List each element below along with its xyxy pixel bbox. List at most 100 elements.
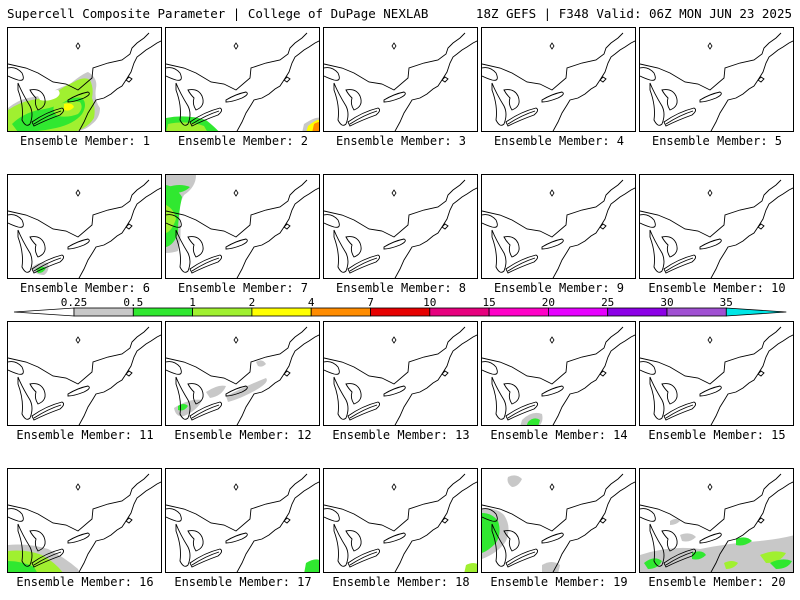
- lake-michigan-outline: [175, 82, 191, 126]
- scp-contour-fill: [168, 185, 190, 193]
- cape-cod-outline: [757, 517, 765, 524]
- coastline: [236, 40, 319, 131]
- lake-erie-inner-outline: [33, 257, 62, 272]
- map-canvas: [640, 473, 793, 572]
- lake-erie-outline: [663, 107, 697, 127]
- scp-contour-fill: [770, 559, 792, 569]
- lake-michigan-outline: [333, 523, 349, 567]
- lake-huron-outline: [345, 383, 362, 405]
- scp-contour-fill: [64, 103, 74, 111]
- us-canada-border: [482, 32, 624, 91]
- coastline: [78, 40, 161, 131]
- scale-left-arrow: [13, 307, 75, 317]
- map-canvas: [166, 32, 319, 131]
- lake-superior-outline: [640, 214, 656, 228]
- station-marker-icon: [549, 189, 555, 197]
- ensemble-member-caption: Ensemble Member: 19: [490, 575, 628, 589]
- cape-cod-outline: [125, 370, 133, 377]
- ensemble-member-map: [323, 321, 478, 426]
- lake-superior-outline: [640, 508, 656, 522]
- lake-ontario-outline: [699, 532, 722, 544]
- ensemble-member-map: [165, 27, 320, 132]
- lake-erie-outline: [31, 548, 65, 568]
- scale-tick-label: 4: [307, 296, 315, 309]
- cape-cod-outline: [441, 370, 449, 377]
- coastline: [78, 481, 161, 572]
- scp-contour-fill: [724, 561, 738, 569]
- map-canvas: [8, 473, 161, 572]
- lake-erie-inner-outline: [507, 257, 536, 272]
- lake-erie-inner-outline: [507, 110, 536, 125]
- lake-ontario-outline: [699, 238, 722, 250]
- lake-michigan-outline: [17, 376, 33, 420]
- map-canvas: [324, 326, 477, 425]
- lake-erie-inner-outline: [33, 404, 62, 419]
- station-marker-icon: [233, 483, 239, 491]
- map-canvas: [482, 473, 635, 572]
- lake-ontario-outline: [699, 91, 722, 103]
- coastline: [236, 334, 319, 425]
- color-scale-bar: [13, 307, 787, 317]
- scp-contour-fill: [312, 122, 319, 131]
- lake-erie-inner-outline: [191, 404, 220, 419]
- ensemble-member-caption: Ensemble Member: 9: [493, 281, 625, 295]
- ensemble-member-caption: Ensemble Member: 2: [177, 134, 309, 148]
- lake-superior-outline: [324, 508, 340, 522]
- coastline: [710, 187, 793, 278]
- coastline: [78, 187, 161, 278]
- ensemble-member-caption: Ensemble Member: 17: [174, 575, 312, 589]
- ensemble-member-map: [481, 174, 636, 279]
- lake-erie-inner-outline: [191, 551, 220, 566]
- coastline: [710, 40, 793, 131]
- coastline: [710, 481, 793, 572]
- map-canvas: [8, 326, 161, 425]
- cape-cod-outline: [599, 517, 607, 524]
- us-canada-border: [166, 326, 308, 385]
- scale-tick-label: 20: [541, 296, 556, 309]
- lake-erie-inner-outline: [349, 257, 378, 272]
- ensemble-member-caption: Ensemble Member: 4: [493, 134, 625, 148]
- scp-contour-fill: [692, 551, 706, 560]
- coastline: [710, 334, 793, 425]
- scp-contour-fill: [526, 418, 540, 425]
- lake-superior-outline: [482, 508, 498, 522]
- scale-tick-label: 10: [423, 296, 437, 309]
- lake-erie-inner-outline: [33, 110, 62, 125]
- scp-contour-fill: [644, 558, 662, 569]
- ensemble-member-map: [7, 27, 162, 132]
- lake-michigan-outline: [491, 376, 507, 420]
- station-marker-icon: [549, 42, 555, 50]
- lake-huron-outline: [661, 236, 678, 258]
- scp-contour-fill: [640, 535, 793, 572]
- lake-superior-outline: [166, 508, 182, 522]
- cape-cod-outline: [125, 517, 133, 524]
- lake-michigan-outline: [333, 376, 349, 420]
- lake-huron-outline: [503, 530, 520, 552]
- lake-huron-outline: [187, 530, 204, 552]
- lake-ontario-outline: [225, 532, 248, 544]
- ensemble-member-caption: Ensemble Member: 3: [335, 134, 467, 148]
- lake-erie-inner-outline: [191, 257, 220, 272]
- lake-huron-outline: [187, 89, 204, 111]
- scale-tick-label: 15: [482, 296, 496, 309]
- map-canvas: [324, 179, 477, 278]
- cape-cod-outline: [125, 76, 133, 83]
- us-canada-border: [640, 473, 782, 532]
- ensemble-member-map: [165, 174, 320, 279]
- lake-superior-outline: [640, 361, 656, 375]
- scp-contour-fill: [166, 122, 207, 131]
- map-canvas: [640, 326, 793, 425]
- us-canada-border: [640, 32, 782, 91]
- ensemble-member-caption: Ensemble Member: 1: [19, 134, 151, 148]
- lake-michigan-outline: [649, 523, 665, 567]
- lake-ontario-outline: [225, 91, 248, 103]
- lake-erie-outline: [189, 401, 223, 421]
- us-canada-border: [324, 179, 466, 238]
- cape-cod-outline: [283, 517, 291, 524]
- lake-huron-outline: [187, 383, 204, 405]
- scale-bin: [251, 307, 312, 317]
- scale-bin: [132, 307, 194, 317]
- coastline: [236, 481, 319, 572]
- scp-contour-fill: [174, 399, 202, 417]
- coastline: [394, 187, 477, 278]
